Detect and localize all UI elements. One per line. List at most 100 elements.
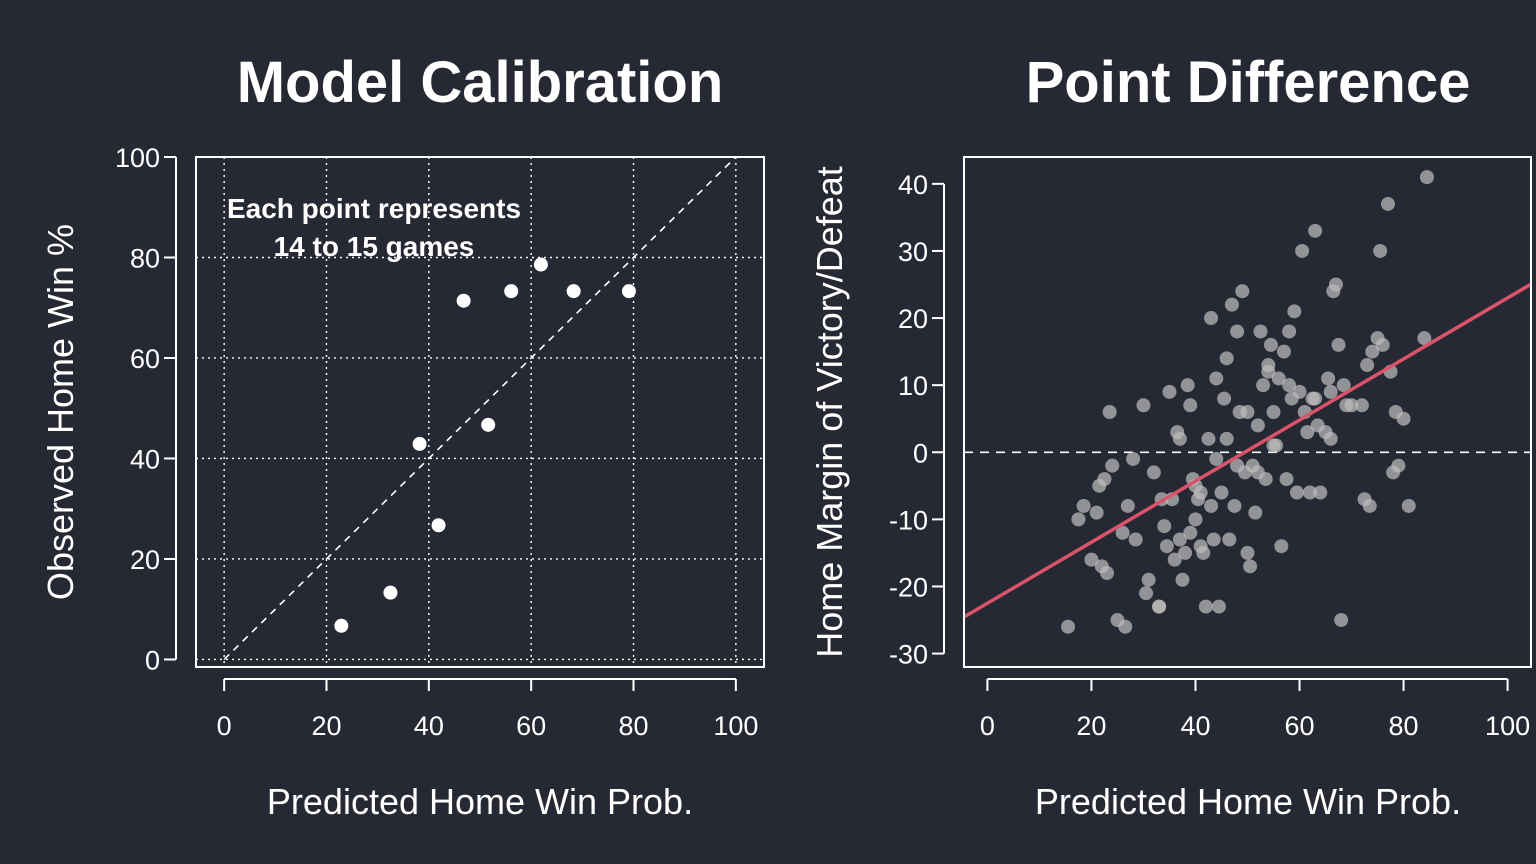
point-difference-point [1240,405,1255,419]
calibration-x-tick-label: 20 [311,711,341,741]
point-difference-y-tick-label: 30 [898,237,928,267]
point-difference-trend-line [963,282,1532,619]
point-difference-point [1261,364,1276,379]
point-difference-y-axis: -30 -20 -10 0 10 20 30 40 [889,170,945,670]
point-difference-point [1243,559,1258,574]
calibration-point [383,585,398,600]
point-difference-point [1196,545,1211,560]
point-difference-x-axis: 0 20 40 60 80 100 [980,678,1530,741]
point-difference-point [1253,324,1268,339]
point-difference-y-tick-label: 10 [898,371,928,401]
point-difference-point [1248,505,1263,520]
point-difference-title: Point Difference [1026,50,1471,115]
point-difference-point [1219,351,1234,366]
calibration-y-axis-label: Observed Home Win % [40,224,81,600]
point-difference-point [1183,398,1198,413]
calibration-y-tick-label: 40 [130,444,160,474]
point-difference-point [1282,324,1297,339]
point-difference-point [1256,378,1271,393]
point-difference-point [1172,431,1187,446]
calibration-panel: Model Calibration 0 20 40 60 80 100 0 20 40 60 80… [40,50,765,822]
calibration-x-tick-label: 0 [217,711,232,741]
point-difference-point [1289,485,1304,500]
calibration-point [621,284,636,299]
calibration-y-tick-label: 80 [130,243,160,273]
point-difference-point [1128,532,1143,547]
point-difference-point [1175,572,1190,587]
point-difference-point [1328,277,1343,292]
calibration-x-axis: 0 20 40 60 80 100 [217,678,758,741]
point-difference-point [1362,498,1377,513]
calibration-x-axis-label: Predicted Home Win Prob. [267,781,693,822]
point-difference-point [1180,378,1195,393]
point-difference-y-tick-label: -30 [889,640,928,670]
point-difference-point [1105,458,1120,473]
point-difference-point [1263,337,1278,352]
point-difference-point [1323,384,1338,399]
point-difference-point [1334,613,1349,628]
point-difference-point [1204,311,1219,326]
point-difference-point [1250,465,1265,480]
point-difference-point [1295,243,1310,258]
point-difference-point [1157,519,1172,534]
point-difference-point [1323,431,1338,446]
point-difference-point [1419,170,1434,185]
point-difference-point [1308,223,1323,238]
point-difference-plot-border [963,156,1532,668]
point-difference-point [1279,472,1294,487]
point-difference-point [1219,431,1234,446]
point-difference-x-tick-label: 0 [980,711,995,741]
point-difference-point [1240,545,1255,560]
point-difference-point [1266,438,1281,453]
calibration-point [431,518,446,533]
point-difference-point [1331,337,1346,352]
point-difference-point [1136,398,1151,413]
point-difference-point [1209,371,1224,386]
point-difference-point [1139,586,1154,601]
point-difference-point [1396,411,1411,426]
calibration-point [481,417,496,432]
point-difference-point [1214,485,1229,500]
point-difference-point [1321,371,1336,386]
point-difference-point [1188,512,1203,527]
calibration-x-tick-label: 60 [516,711,546,741]
point-difference-point [1178,545,1193,560]
calibration-x-tick-label: 100 [713,711,758,741]
point-difference-point [1217,391,1232,406]
point-difference-x-tick-label: 40 [1180,711,1210,741]
point-difference-point [1198,599,1213,614]
point-difference-point [1097,472,1112,487]
point-difference-point [1313,485,1328,500]
calibration-y-tick-label: 60 [130,344,160,374]
point-difference-point [1167,552,1182,567]
point-difference-panel: Point Difference 0 20 40 60 80 100 -30-20-100… [809,50,1532,822]
point-difference-point [1152,599,1167,614]
point-difference-point [1302,485,1317,500]
point-difference-point [1172,532,1187,547]
point-difference-point [1276,344,1291,359]
point-difference-point [1230,458,1245,473]
point-difference-point [1230,324,1245,339]
calibration-annotation-line-1: Each point represents [227,193,521,224]
calibration-x-tick-label: 40 [414,711,444,741]
point-difference-point [1089,505,1104,520]
point-difference-point [1206,532,1221,547]
point-difference-point [1211,599,1226,614]
point-difference-x-tick-label: 20 [1076,711,1106,741]
point-difference-point [1274,539,1289,554]
calibration-y-tick-label: 20 [130,545,160,575]
point-difference-point [1391,458,1406,473]
point-difference-y-tick-label: -20 [889,572,928,602]
calibration-points [334,257,636,633]
point-difference-point [1102,405,1117,419]
calibration-point [533,257,548,272]
calibration-y-tick-label: 100 [115,143,160,173]
point-difference-point [1375,337,1390,352]
point-difference-x-axis-label: Predicted Home Win Prob. [1035,781,1461,822]
point-difference-points [1061,170,1434,634]
point-difference-point [1224,297,1239,312]
calibration-identity-line [223,156,737,661]
point-difference-point [1076,498,1091,513]
point-difference-point [1120,498,1135,513]
